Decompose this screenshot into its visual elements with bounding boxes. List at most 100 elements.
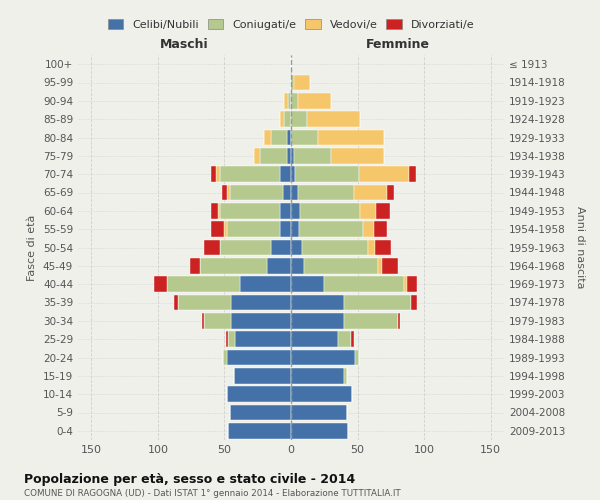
Bar [218, 203, 220, 218]
Bar [289, 93, 291, 108]
Text: COMUNE DI RAGOGNA (UD) - Dati ISTAT 1° gennaio 2014 - Elaborazione TUTTITALIA.IT: COMUNE DI RAGOGNA (UD) - Dati ISTAT 1° g… [24, 489, 401, 498]
Bar [307, 112, 360, 127]
Bar [220, 166, 280, 182]
Bar [407, 276, 418, 292]
Bar [227, 350, 291, 366]
Bar [280, 222, 291, 237]
Bar [230, 184, 283, 200]
Bar [291, 368, 344, 384]
Y-axis label: Anni di nascita: Anni di nascita [575, 206, 585, 289]
Bar [284, 93, 289, 108]
Bar [387, 184, 394, 200]
Bar [351, 332, 353, 347]
Bar [254, 148, 260, 164]
Bar [283, 184, 291, 200]
Bar [178, 294, 231, 310]
Bar [404, 276, 407, 292]
Legend: Celibi/Nubili, Coniugati/e, Vedovi/e, Divorziati/e: Celibi/Nubili, Coniugati/e, Vedovi/e, Di… [103, 14, 479, 34]
Bar [211, 203, 218, 218]
Bar [234, 368, 291, 384]
Bar [353, 184, 387, 200]
Bar [231, 313, 291, 328]
Bar [287, 148, 291, 164]
Bar [355, 350, 359, 366]
Bar [291, 130, 317, 146]
Y-axis label: Fasce di età: Fasce di età [28, 214, 37, 280]
Bar [217, 166, 220, 182]
Bar [291, 74, 293, 90]
Bar [222, 184, 227, 200]
Bar [229, 332, 235, 347]
Bar [280, 112, 284, 127]
Bar [360, 203, 376, 218]
Bar [229, 423, 291, 438]
Bar [331, 148, 384, 164]
Bar [291, 294, 344, 310]
Bar [291, 313, 344, 328]
Bar [317, 130, 384, 146]
Bar [291, 386, 352, 402]
Bar [344, 294, 411, 310]
Bar [231, 294, 291, 310]
Bar [154, 276, 167, 292]
Bar [223, 350, 227, 366]
Bar [368, 240, 375, 256]
Bar [291, 222, 299, 237]
Bar [291, 258, 304, 274]
Bar [211, 222, 224, 237]
Bar [291, 404, 347, 420]
Text: Femmine: Femmine [365, 38, 430, 52]
Bar [227, 184, 230, 200]
Bar [220, 240, 271, 256]
Bar [227, 222, 280, 237]
Bar [398, 313, 400, 328]
Bar [291, 148, 293, 164]
Bar [375, 240, 391, 256]
Bar [291, 112, 307, 127]
Bar [291, 350, 355, 366]
Bar [324, 276, 404, 292]
Bar [287, 130, 291, 146]
Bar [174, 294, 178, 310]
Bar [377, 258, 382, 274]
Bar [190, 258, 200, 274]
Bar [293, 74, 310, 90]
Bar [260, 148, 287, 164]
Bar [291, 332, 338, 347]
Bar [224, 222, 227, 237]
Bar [301, 203, 360, 218]
Bar [167, 276, 241, 292]
Bar [344, 368, 347, 384]
Bar [271, 130, 287, 146]
Bar [409, 166, 416, 182]
Bar [344, 313, 398, 328]
Bar [202, 313, 205, 328]
Text: Maschi: Maschi [160, 38, 209, 52]
Bar [291, 423, 348, 438]
Bar [205, 313, 231, 328]
Bar [363, 222, 374, 237]
Bar [271, 240, 291, 256]
Bar [291, 276, 324, 292]
Bar [291, 166, 295, 182]
Bar [227, 386, 291, 402]
Bar [299, 222, 363, 237]
Bar [382, 258, 398, 274]
Bar [291, 240, 302, 256]
Bar [298, 184, 353, 200]
Bar [376, 203, 389, 218]
Bar [291, 93, 298, 108]
Bar [302, 240, 368, 256]
Bar [267, 258, 291, 274]
Text: Popolazione per età, sesso e stato civile - 2014: Popolazione per età, sesso e stato civil… [24, 472, 355, 486]
Bar [338, 332, 351, 347]
Bar [304, 258, 377, 274]
Bar [291, 203, 301, 218]
Bar [235, 332, 291, 347]
Bar [220, 203, 280, 218]
Bar [284, 112, 291, 127]
Bar [280, 166, 291, 182]
Bar [211, 166, 217, 182]
Bar [411, 294, 418, 310]
Bar [298, 93, 331, 108]
